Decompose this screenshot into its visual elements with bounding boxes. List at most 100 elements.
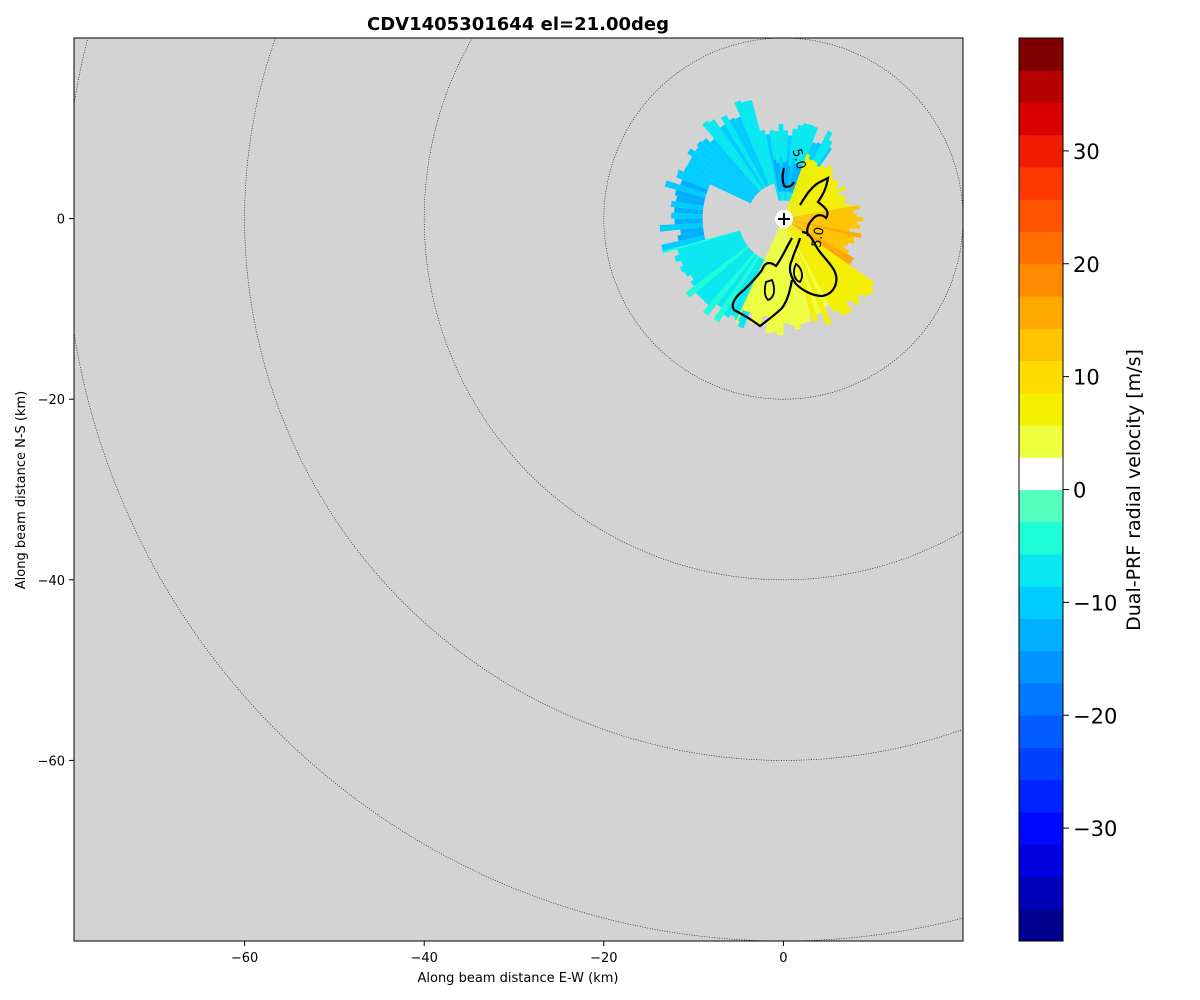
velocity-gate-north-blue — [787, 157, 796, 193]
velocity-gate-west-blue — [677, 231, 705, 242]
velocity-gate-southeast-yellow — [789, 224, 861, 298]
colorbar-segment — [1019, 263, 1063, 297]
velocity-gate-north-blue — [776, 162, 782, 192]
velocity-gate-north-blue — [779, 156, 783, 192]
colorbar-segment — [1019, 618, 1063, 652]
colorbar-segment — [1019, 167, 1063, 200]
velocity-gate-east-orange — [792, 219, 850, 232]
colorbar-segment — [1019, 70, 1063, 103]
velocity-gate-southwest-cyan — [700, 249, 753, 301]
velocity-gate-northwest-cyan — [701, 138, 759, 194]
velocity-gate-east-yellow — [790, 182, 840, 214]
velocity-gate-northwest-cyan — [720, 114, 766, 188]
velocity-gate-southwest-cyan — [674, 233, 742, 263]
velocity-gate-northwest-cyan — [686, 161, 753, 202]
velocity-gate-south-yellow — [771, 227, 783, 333]
velocity-gate-southwest-cyan — [702, 252, 756, 316]
velocity-gate-west-blue — [674, 189, 706, 202]
velocity-gate-west-blue — [674, 218, 703, 225]
velocity-gate-west-blue — [670, 200, 704, 211]
velocity-gate-west-blue — [661, 235, 706, 252]
plot-frame — [73, 37, 964, 942]
velocity-gate-east-yellow — [786, 153, 811, 211]
velocity-gate-northwest-cyan — [747, 99, 775, 185]
velocity-gate-east-orange — [791, 222, 850, 255]
velocity-gate-northwest-cyan — [729, 117, 768, 188]
colorbar-tick-label: −10 — [1073, 591, 1117, 615]
velocity-gate-northeast-cyan — [760, 129, 780, 202]
y-tick-label: −20 — [38, 393, 65, 408]
velocity-gate-east-yellow — [788, 167, 827, 212]
range-rings — [74, 38, 963, 941]
velocity-gate-northwest-cyan — [710, 138, 760, 193]
velocity-gate-southwest-cyan — [695, 247, 751, 298]
velocity-gate-southwest-cyan — [690, 243, 748, 287]
velocity-gate-north-blue — [784, 161, 789, 192]
velocity-gate-east-yellow — [787, 162, 818, 211]
colorbar-segment — [1019, 425, 1063, 458]
velocity-gate-southwest-cyan — [662, 230, 741, 254]
velocity-gate-east-orange — [791, 221, 849, 246]
velocity-gate-east-yellow — [791, 193, 839, 216]
y-axis-label: Along beam distance N-S (km) — [14, 391, 29, 589]
colorbar-segment — [1019, 392, 1063, 426]
velocity-gate-west-blue — [677, 169, 711, 186]
radar-site-marker — [775, 210, 793, 228]
velocity-gate-east-yellow — [786, 159, 812, 211]
velocity-gate-southeast-yellow — [789, 225, 861, 306]
colorbar-segment — [1019, 328, 1063, 361]
velocity-gate-southwest-cyan — [680, 235, 743, 266]
velocity-gate-east-yellow — [792, 203, 851, 218]
contour-line-loop-2 — [793, 262, 803, 284]
velocity-gate-west-blue — [659, 222, 704, 232]
contour-line-north — [781, 167, 795, 188]
velocity-gate-west-blue — [671, 212, 703, 219]
x-tick-label: −60 — [231, 951, 258, 966]
velocity-gate-northwest-cyan — [702, 120, 762, 192]
velocity-gate-west-blue — [664, 180, 707, 198]
colorbar-segment — [1019, 715, 1063, 748]
contour-lines: 5.0 5.0 — [731, 147, 838, 328]
velocity-gate-east-orange — [792, 209, 854, 218]
colorbar-segment — [1019, 134, 1063, 168]
colorbar-segment — [1019, 876, 1063, 910]
x-axis-label: Along beam distance E-W (km) — [417, 971, 618, 986]
velocity-gate-northwest-cyan — [741, 100, 773, 185]
velocity-gate-west-blue — [675, 195, 705, 206]
colorbar-segment — [1019, 908, 1063, 942]
velocity-gate-south-yellow — [783, 227, 795, 326]
colorbar-segment — [1019, 779, 1063, 813]
colorbar-segment — [1019, 521, 1063, 555]
velocity-gate-southeast-yellow — [785, 227, 811, 316]
velocity-gate-east-orange — [792, 217, 864, 222]
velocity-gate-west-blue — [674, 207, 704, 215]
colorbar-segment — [1019, 683, 1063, 716]
velocity-gate-northwest-cyan — [709, 119, 763, 191]
chart-title: CDV1405301644 el=21.00deg — [367, 14, 669, 35]
velocity-gate-southeast-yellow — [788, 226, 847, 317]
velocity-gate-east-yellow — [791, 194, 844, 216]
velocity-gate-east-yellow — [791, 197, 847, 217]
velocity-gate-southwest-cyan — [679, 237, 744, 273]
colorbar-segment — [1019, 812, 1063, 845]
velocity-gate-south-yellow — [785, 227, 811, 323]
velocity-gate-northwest-cyan — [734, 100, 772, 186]
velocity-gate-south-yellow — [755, 227, 782, 325]
colorbar-segment — [1019, 457, 1063, 490]
velocity-gate-east-yellow — [792, 201, 844, 217]
colorbar-tick-label: −30 — [1073, 817, 1117, 841]
contour-line-loop — [763, 278, 775, 302]
velocity-gate-northwest-cyan — [683, 166, 752, 204]
colorbar-tick-label: 0 — [1073, 479, 1086, 503]
colorbar-segment — [1019, 231, 1063, 265]
x-tick-label: 0 — [779, 951, 787, 966]
velocity-gate-west-blue — [676, 171, 710, 190]
contour-line-main — [731, 176, 838, 328]
colorbar-segment — [1019, 38, 1063, 71]
x-axis: −60 −40 −20 0 — [231, 941, 788, 966]
velocity-gate-southwest-cyan — [677, 231, 741, 255]
velocity-gate-northwest-cyan — [735, 116, 770, 187]
colorbar: 30 20 10 0 −10 −20 −30 — [1018, 37, 1117, 942]
velocity-gate-south-yellow — [749, 227, 782, 325]
